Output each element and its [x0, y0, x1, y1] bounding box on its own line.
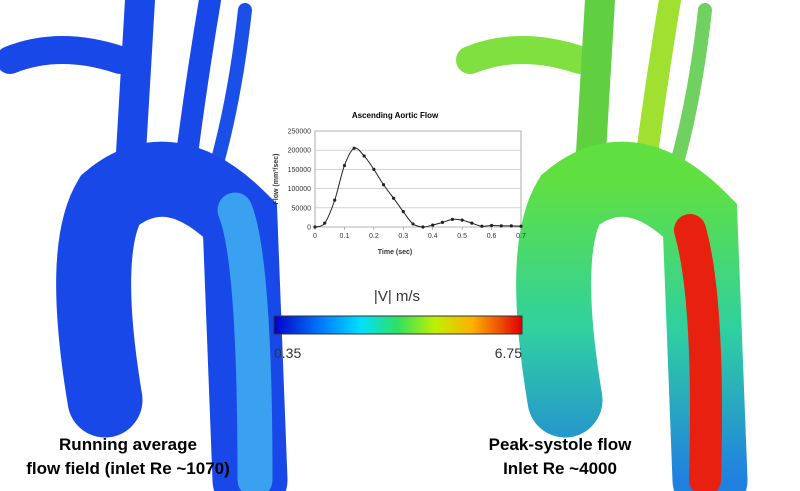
data-point — [352, 146, 356, 150]
data-point — [372, 167, 376, 171]
data-point — [489, 223, 494, 228]
data-point — [431, 223, 435, 227]
y-axis-label: Flow (mm³/sec) — [273, 154, 280, 205]
x-tick-label: 0.4 — [428, 233, 438, 240]
data-point — [499, 224, 503, 228]
left-vessel — [0, 0, 288, 491]
y-tick-label: 0 — [307, 225, 311, 232]
data-point — [313, 225, 317, 229]
x-tick-label: 0.1 — [340, 233, 350, 240]
x-axis-label: Time (sec) — [378, 249, 413, 256]
data-point — [391, 196, 396, 200]
data-point — [362, 154, 366, 158]
chart-title: Ascending Aortic Flow — [352, 111, 439, 120]
colorbar-max: 6.75 — [495, 345, 522, 361]
right-vessel — [456, 0, 748, 491]
x-tick-label: 0 — [313, 233, 317, 240]
x-tick-label: 0.2 — [369, 233, 379, 240]
flow-line — [314, 147, 522, 228]
x-tick-label: 0.5 — [457, 233, 467, 240]
caption: Inlet Re ~4000 — [503, 459, 617, 478]
data-point — [460, 218, 464, 222]
plot-frame — [314, 130, 522, 228]
data-point — [323, 221, 327, 225]
data-point — [333, 198, 337, 202]
data-point — [381, 183, 386, 187]
y-tick-label: 250000 — [288, 129, 311, 136]
data-point — [401, 210, 405, 214]
colorbar-label: |V| m/s — [374, 288, 420, 305]
y-tick-label: 200000 — [288, 148, 311, 155]
line-chart: Ascending Aortic Flow Time (sec) Flow (m… — [273, 111, 526, 256]
x-tick-label: 0.6 — [487, 233, 497, 240]
y-tick-label: 50000 — [292, 205, 312, 212]
data-point — [480, 224, 484, 228]
x-tick-label: 0.7 — [516, 233, 526, 240]
data-point — [450, 217, 455, 221]
data-point — [440, 220, 445, 224]
data-point — [509, 224, 513, 228]
data-point — [470, 221, 474, 225]
data-point — [519, 224, 523, 228]
caption: Peak-systole flow — [489, 435, 632, 454]
y-tick-label: 100000 — [288, 186, 311, 193]
x-tick-label: 0.3 — [398, 233, 408, 240]
colorbar-min: 0.35 — [274, 345, 301, 361]
data-point — [421, 225, 425, 229]
caption: flow field (inlet Re ~1070) — [26, 459, 230, 478]
data-point — [342, 163, 347, 168]
y-tick-label: 150000 — [288, 167, 311, 174]
colorbar — [273, 315, 523, 335]
caption: Running average — [59, 435, 197, 454]
data-point — [411, 222, 415, 226]
